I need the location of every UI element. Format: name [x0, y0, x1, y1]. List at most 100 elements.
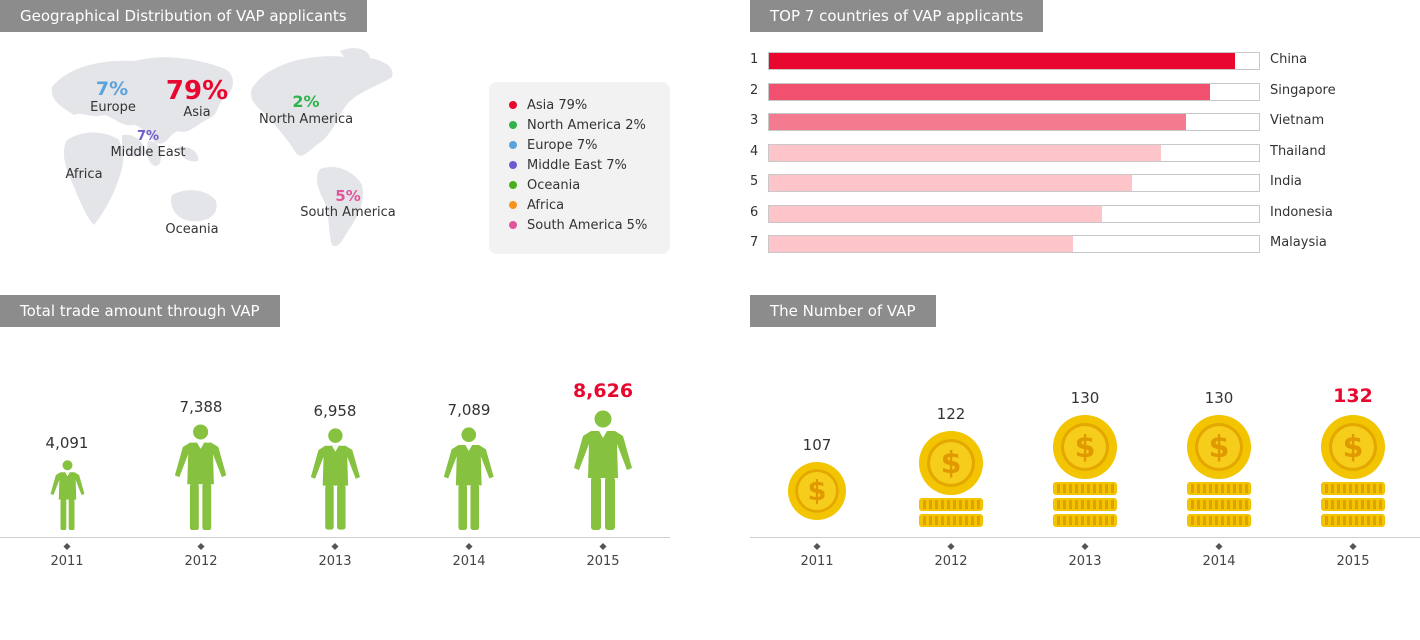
dollar-coin-icon: $ — [919, 431, 983, 499]
rank-bar-track — [768, 174, 1260, 192]
coin-stack-icon — [1187, 496, 1251, 515]
map-label-north-america: North America — [258, 112, 354, 127]
legend-dot-icon — [509, 120, 517, 129]
coin-stack-icon — [1053, 512, 1117, 531]
dollar-coin-icon: $ — [788, 462, 846, 524]
trade-value-label: 7,388 — [179, 397, 223, 416]
rank-country-label: China — [1270, 52, 1308, 67]
coin-stack-icon — [1321, 480, 1385, 499]
legend-item: Europe 7% — [509, 138, 597, 153]
rank-bar — [769, 83, 1210, 100]
rank-bar — [769, 53, 1235, 69]
map-pct-north-america: 2% — [292, 92, 320, 111]
legend-dot-icon — [509, 100, 517, 109]
geo-section-title: Geographical Distribution of VAP applica… — [0, 0, 367, 32]
rank-bar — [769, 144, 1161, 161]
legend-label: Europe 7% — [527, 138, 598, 153]
trade-year-label: 2011 — [50, 554, 84, 569]
rank-number: 7 — [750, 235, 759, 250]
svg-text:$: $ — [941, 446, 962, 481]
axis-tick-icon — [599, 542, 607, 551]
trade-value-label: 8,626 — [572, 380, 634, 402]
map-pct-south-america: 5% — [335, 187, 361, 205]
rank-country-label: India — [1270, 174, 1302, 189]
legend-label: Asia 79% — [527, 98, 588, 113]
number-value-label: 132 — [1333, 385, 1373, 407]
svg-text:$: $ — [808, 476, 827, 507]
rank-bar — [769, 175, 1132, 191]
rank-bar-track — [768, 52, 1260, 70]
legend-dot-icon — [509, 180, 517, 189]
svg-text:$: $ — [1075, 430, 1096, 465]
rank-country-label: Malaysia — [1270, 235, 1327, 250]
legend-item: South America 5% — [509, 218, 647, 233]
legend-label: North America 2% — [527, 118, 646, 133]
person-figure-icon — [174, 424, 227, 530]
number-year-label: 2015 — [1336, 554, 1370, 569]
map-label-europe: Europe — [90, 100, 136, 115]
legend-item: North America 2% — [509, 118, 646, 133]
world-map-shape — [51, 48, 393, 247]
rank-bar — [769, 114, 1186, 130]
rank-country-label: Vietnam — [1270, 113, 1325, 128]
trade-axis-line — [0, 537, 670, 538]
coin-stack-icon — [1321, 512, 1385, 531]
rank-bar — [769, 236, 1073, 252]
number-year-label: 2014 — [1202, 554, 1236, 569]
rank-number: 2 — [750, 82, 759, 98]
map-label-middle-east: Middle East — [110, 145, 186, 160]
rank-bar-track — [768, 204, 1260, 223]
number-value-label: 130 — [1070, 389, 1100, 407]
map-pct-europe: 7% — [95, 78, 129, 100]
trade-section-title: Total trade amount through VAP — [0, 295, 280, 327]
legend-item: Middle East 7% — [509, 158, 627, 173]
svg-text:$: $ — [1209, 430, 1230, 465]
axis-tick-icon — [1215, 542, 1223, 551]
rank-number: 4 — [750, 143, 759, 159]
person-figure-icon — [443, 427, 495, 530]
rank-number: 5 — [750, 174, 759, 189]
person-figure-icon — [310, 428, 361, 530]
rank-bar-track — [768, 143, 1260, 162]
legend-item: Africa — [509, 198, 564, 213]
axis-tick-icon — [331, 542, 339, 551]
number-value-label: 122 — [936, 405, 966, 423]
number-year-label: 2012 — [934, 554, 968, 569]
person-figure-icon — [573, 410, 633, 530]
svg-text:$: $ — [1343, 430, 1364, 465]
coin-stack-icon — [1053, 496, 1117, 515]
trade-year-label: 2012 — [184, 554, 218, 569]
trade-year-label: 2014 — [452, 554, 486, 569]
number-axis-line — [750, 537, 1420, 538]
top-section-title: TOP 7 countries of VAP applicants — [750, 0, 1044, 32]
map-label-south-america: South America — [300, 205, 396, 220]
trade-value-label: 6,958 — [313, 402, 357, 421]
axis-tick-icon — [813, 542, 821, 551]
trade-year-label: 2013 — [318, 554, 352, 569]
coin-stack-icon — [1053, 480, 1117, 499]
number-section-title: The Number of VAP — [750, 295, 936, 327]
world-map: Europe 7% Asia 79% Middle East 7% North Americ… — [40, 45, 410, 255]
legend-dot-icon — [509, 220, 517, 229]
map-pct-asia: 79% — [165, 76, 229, 106]
axis-tick-icon — [1349, 542, 1357, 551]
axis-tick-icon — [947, 542, 955, 551]
map-label-oceania: Oceania — [165, 222, 219, 237]
legend-item: Asia 79% — [509, 98, 587, 113]
coin-stack-icon — [1321, 496, 1385, 515]
coin-stack-icon — [919, 512, 983, 531]
coin-stack-icon — [1187, 512, 1251, 531]
person-figure-icon — [50, 460, 85, 530]
number-value-label: 107 — [802, 436, 832, 454]
axis-tick-icon — [197, 542, 205, 551]
coin-stack-icon — [919, 496, 983, 515]
rank-country-label: Singapore — [1270, 82, 1336, 98]
legend-dot-icon — [509, 200, 517, 209]
rank-country-label: Indonesia — [1270, 204, 1333, 220]
coin-stack-icon — [1187, 480, 1251, 499]
map-label-asia: Asia — [183, 105, 211, 120]
rank-bar-track — [768, 113, 1260, 131]
map-pct-middle-east: 7% — [136, 129, 160, 144]
rank-bar-track — [768, 235, 1260, 253]
trade-value-label: 7,089 — [447, 400, 491, 419]
